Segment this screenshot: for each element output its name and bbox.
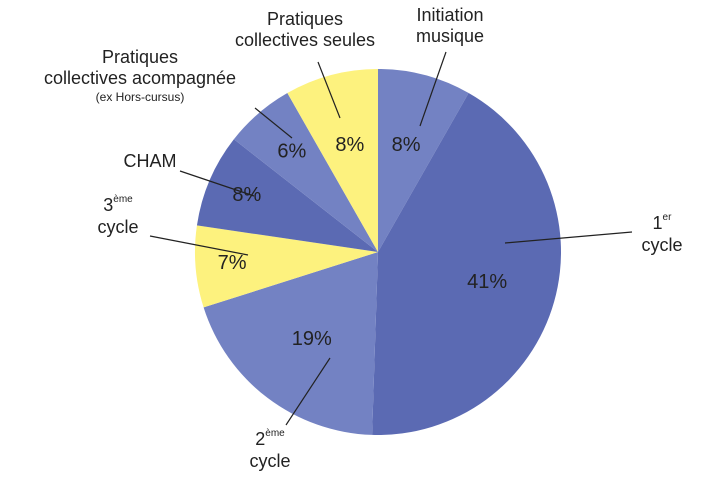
category-label: CHAM	[124, 151, 177, 171]
category-label: 2ème	[255, 428, 285, 449]
category-label: cycle	[641, 235, 682, 255]
pie-slice	[287, 69, 378, 252]
value-label: 8%	[335, 134, 364, 156]
category-label: collectives acompagnée	[44, 68, 236, 88]
leader-line	[179, 170, 255, 197]
category-label-sup: ème	[113, 194, 133, 205]
leader-line	[254, 107, 293, 139]
category-label-sup: er	[663, 212, 673, 223]
category-label: Pratiques	[102, 47, 178, 67]
value-label: 19%	[292, 328, 332, 350]
value-label: 6%	[277, 141, 306, 163]
category-label: cycle	[97, 217, 138, 237]
value-label: 8%	[392, 134, 421, 156]
leader-line	[285, 357, 331, 426]
pie-slice	[378, 69, 469, 252]
category-label: collectives seules	[235, 30, 375, 50]
value-label: 7%	[218, 252, 247, 274]
pie-slice	[195, 225, 378, 308]
pie-slice	[233, 93, 378, 252]
leader-line	[317, 61, 341, 119]
category-label-part: 2	[255, 429, 265, 449]
value-label: 41%	[467, 271, 507, 293]
category-label: Initiation	[416, 5, 483, 25]
category-label: cycle	[249, 451, 290, 471]
category-label-sup: ème	[265, 428, 285, 439]
value-label: 8%	[232, 184, 261, 206]
pie-slice	[372, 93, 561, 435]
pie-slice	[196, 139, 378, 252]
category-note: (ex Hors-cursus)	[96, 90, 185, 104]
leader-line	[149, 235, 249, 256]
leader-line	[504, 231, 633, 244]
category-label-part: 3	[103, 195, 113, 215]
leader-line	[419, 51, 447, 127]
category-label-part: 1	[653, 213, 663, 233]
category-label: 1er	[653, 212, 673, 233]
category-label: musique	[416, 26, 484, 46]
pie-slice	[203, 252, 378, 435]
category-label: Pratiques	[267, 9, 343, 29]
category-label: 3ème	[103, 194, 133, 215]
